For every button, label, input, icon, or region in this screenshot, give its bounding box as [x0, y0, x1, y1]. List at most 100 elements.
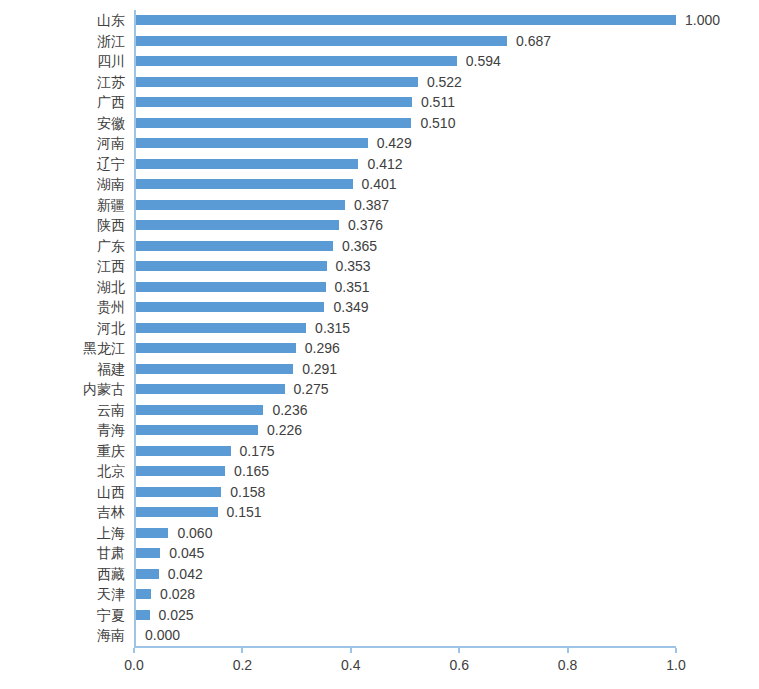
- category-label: 黑龙江: [0, 341, 134, 355]
- value-label: 0.429: [377, 136, 412, 150]
- chart-row: 浙江 0.687: [0, 31, 676, 52]
- chart-row: 甘肃0.045: [0, 543, 676, 564]
- bar-track: 0.401: [134, 174, 676, 195]
- category-label: 贵州: [0, 300, 134, 314]
- value-label: 1.000: [685, 13, 720, 27]
- value-label: 0.291: [302, 362, 337, 376]
- value-label: 0.376: [348, 218, 383, 232]
- value-label: 0.687: [516, 34, 551, 48]
- bar-track: 0.387: [134, 195, 676, 216]
- bar: [136, 548, 160, 558]
- x-axis-tick-label: 0.2: [233, 657, 252, 673]
- bar: [136, 589, 151, 599]
- category-label: 广西: [0, 95, 134, 109]
- bar: [136, 97, 412, 107]
- chart-row: 江西0.353: [0, 256, 676, 277]
- x-axis: 0.00.20.40.60.81.0: [134, 646, 676, 682]
- value-label: 0.365: [342, 239, 377, 253]
- bar-track: 0.365: [134, 236, 676, 257]
- bar: [136, 56, 457, 66]
- value-label: 0.042: [168, 567, 203, 581]
- bar-track: 0.296: [134, 338, 676, 359]
- bar: [136, 159, 358, 169]
- bar-track: 0.042: [134, 564, 676, 585]
- bar: [136, 200, 345, 210]
- bar: [136, 261, 327, 271]
- category-label: 湖北: [0, 280, 134, 294]
- bar: [136, 425, 258, 435]
- category-label: 浙江: [0, 34, 134, 48]
- bar-track: 0.158: [134, 482, 676, 503]
- category-label: 吉林: [0, 505, 134, 519]
- category-label: 陕西: [0, 218, 134, 232]
- chart-row: 江苏0.522: [0, 72, 676, 93]
- bar-rows: 山东1.000浙江0.687四川0.594江苏0.522广西0.511安徽0.5…: [0, 10, 759, 646]
- bar: [136, 241, 333, 251]
- bar-track: 0.175: [134, 441, 676, 462]
- x-axis-tick-label: 0.4: [341, 657, 360, 673]
- category-label: 福建: [0, 362, 134, 376]
- chart-row: 四川 0.594: [0, 51, 676, 72]
- chart-row: 新疆0.387: [0, 195, 676, 216]
- bar-track: 0.522: [134, 72, 676, 93]
- bar-chart: 山东1.000浙江0.687四川0.594江苏0.522广西0.511安徽0.5…: [0, 0, 759, 689]
- chart-row: 内蒙古 0.275: [0, 379, 676, 400]
- bar: [136, 302, 324, 312]
- category-label: 河南: [0, 136, 134, 150]
- chart-row: 宁夏 0.025: [0, 605, 676, 626]
- bar: [136, 446, 231, 456]
- bar-track: 0.291: [134, 359, 676, 380]
- bar: [136, 405, 263, 415]
- category-label: 江西: [0, 259, 134, 273]
- chart-row: 北京0.165: [0, 461, 676, 482]
- value-label: 0.275: [294, 382, 329, 396]
- category-label: 内蒙古: [0, 382, 134, 396]
- value-label: 0.000: [145, 628, 180, 642]
- value-label: 0.594: [466, 54, 501, 68]
- chart-row: 福建 0.291: [0, 359, 676, 380]
- bar-track: 0.429: [134, 133, 676, 154]
- bar: [136, 364, 293, 374]
- category-label: 四川: [0, 54, 134, 68]
- category-label: 青海: [0, 423, 134, 437]
- bar: [136, 118, 411, 128]
- bar: [136, 384, 285, 394]
- bar-track: 1.000: [134, 10, 676, 31]
- value-label: 0.045: [169, 546, 204, 560]
- category-label: 辽宁: [0, 157, 134, 171]
- value-label: 0.401: [362, 177, 397, 191]
- value-label: 0.511: [421, 95, 455, 109]
- bar-track: 0.000: [134, 625, 676, 646]
- bar: [136, 466, 225, 476]
- chart-row: 辽宁 0.412: [0, 154, 676, 175]
- x-axis-tick: [675, 648, 677, 653]
- value-label: 0.315: [315, 321, 350, 335]
- category-label: 海南: [0, 628, 134, 642]
- value-label: 0.349: [333, 300, 368, 314]
- bar: [136, 282, 326, 292]
- bar: [136, 569, 159, 579]
- x-axis-tick: [241, 648, 243, 653]
- category-label: 湖南: [0, 177, 134, 191]
- category-label: 天津: [0, 587, 134, 601]
- value-label: 0.028: [160, 587, 195, 601]
- x-axis-tick: [133, 648, 135, 653]
- value-label: 0.151: [227, 505, 262, 519]
- value-label: 0.025: [159, 608, 194, 622]
- chart-row: 吉林 0.151: [0, 502, 676, 523]
- bar-track: 0.376: [134, 215, 676, 236]
- bar-track: 0.060: [134, 523, 676, 544]
- bar-track: 0.510: [134, 113, 676, 134]
- category-label: 宁夏: [0, 608, 134, 622]
- bar-track: 0.275: [134, 379, 676, 400]
- value-label: 0.296: [305, 341, 340, 355]
- bar: [136, 507, 218, 517]
- bar: [136, 528, 168, 538]
- value-label: 0.387: [354, 198, 389, 212]
- chart-row: 海南 0.000: [0, 625, 676, 646]
- x-axis-tick: [458, 648, 460, 653]
- value-label: 0.412: [367, 157, 402, 171]
- bar: [136, 220, 339, 230]
- chart-row: 山东1.000: [0, 10, 676, 31]
- bar: [136, 323, 306, 333]
